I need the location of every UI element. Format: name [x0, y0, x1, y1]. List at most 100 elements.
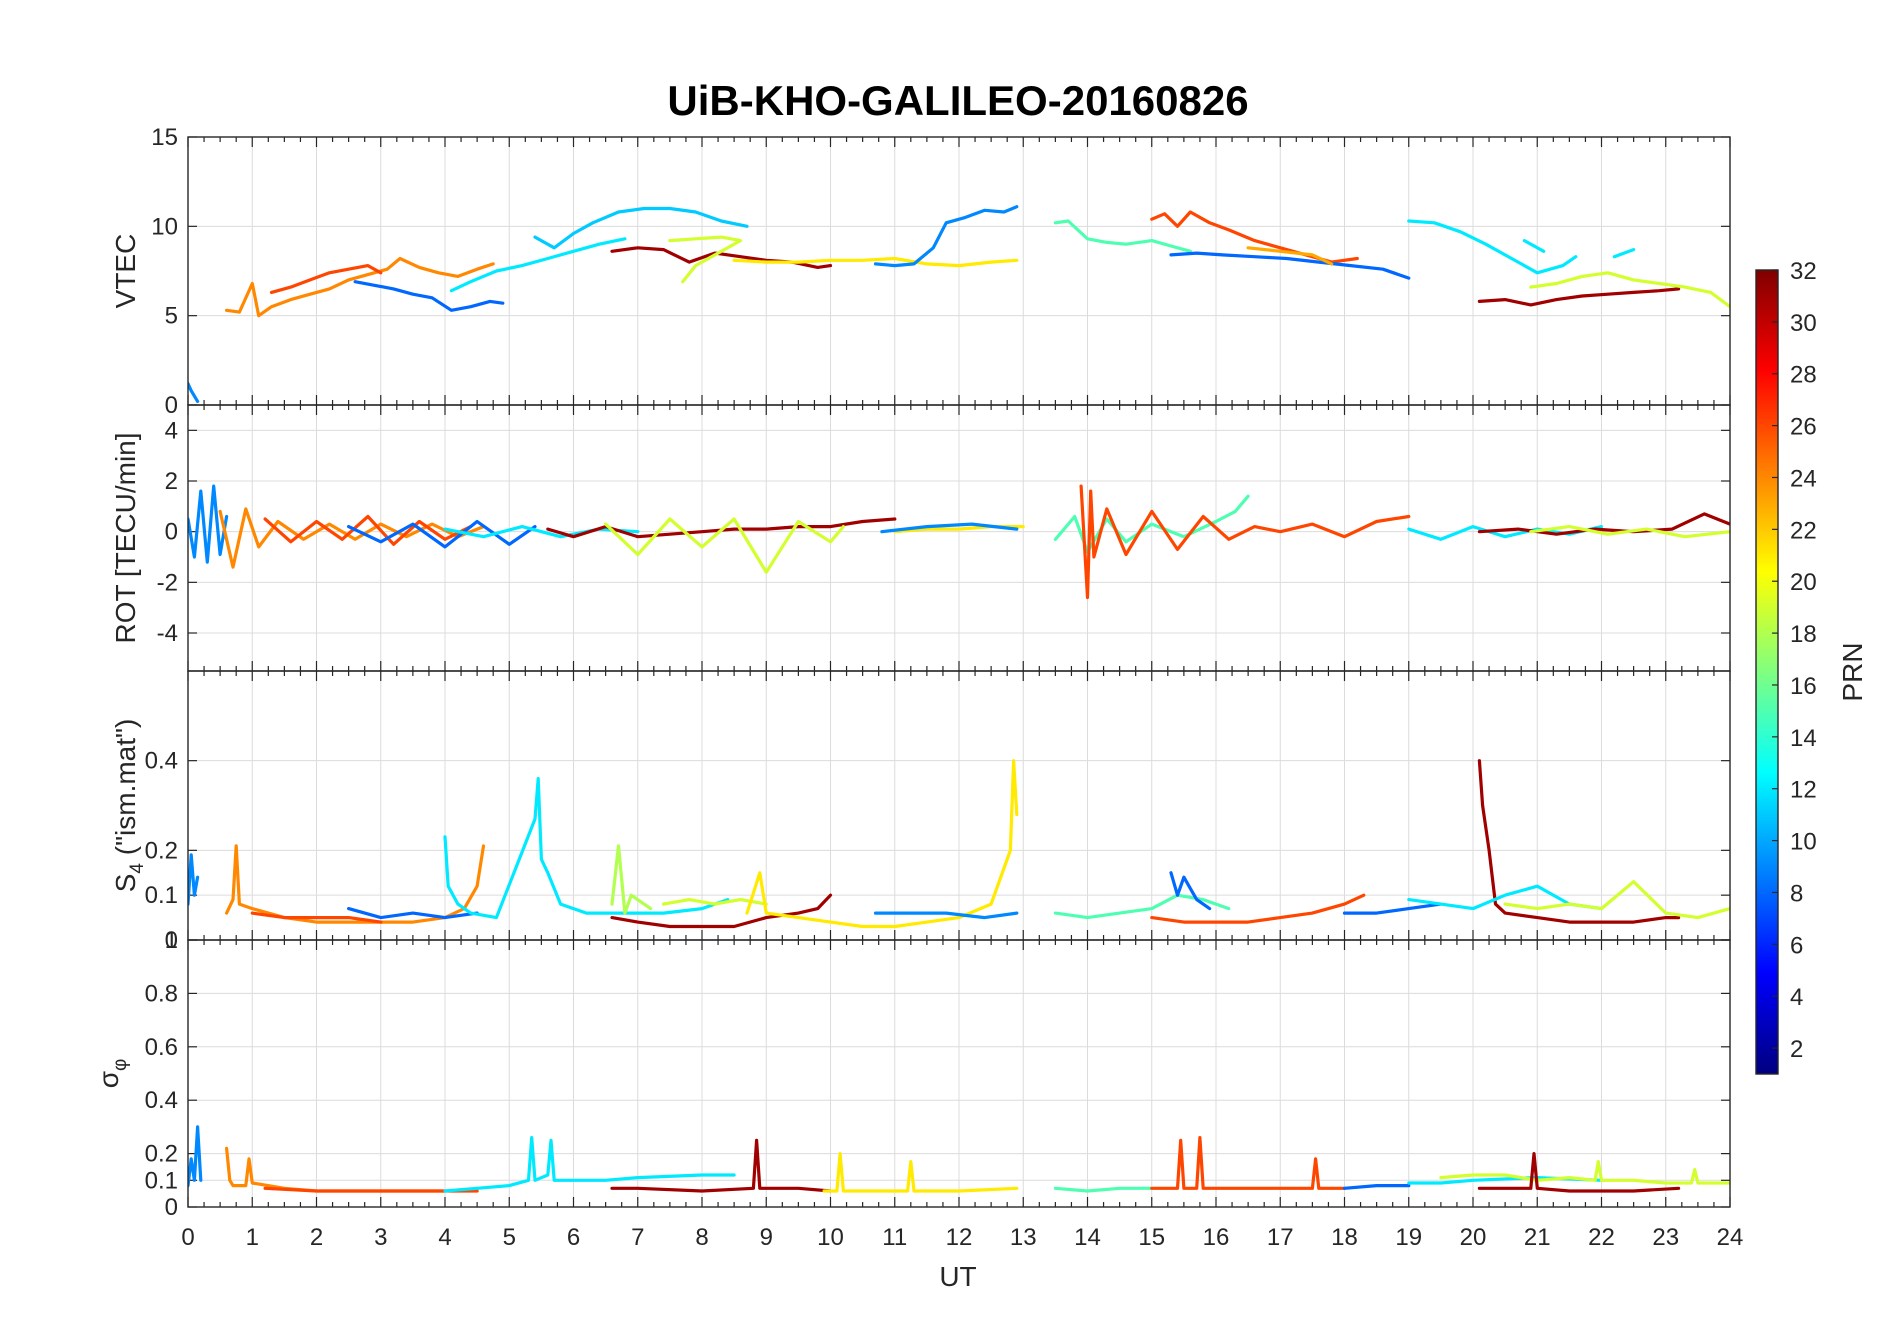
x-tick-label: 12	[946, 1224, 973, 1251]
series-prn-12	[443, 776, 730, 920]
series-prn-12	[1612, 248, 1636, 259]
series-prn-31	[1477, 287, 1681, 307]
y-axis-label: VTEC	[110, 234, 141, 309]
chart-title: UiB-KHO-GALILEO-20160826	[667, 77, 1248, 124]
series-prn-12	[449, 237, 627, 293]
y-axis-label: S4 ("ism.mat")	[110, 719, 148, 893]
series-prn-9	[188, 382, 200, 403]
series-prn-19	[668, 235, 743, 284]
x-tick-label: 1	[246, 1224, 259, 1251]
x-tick-label: 6	[567, 1224, 580, 1251]
x-tick-label: 0	[181, 1224, 194, 1251]
series-prn-21	[822, 1151, 1019, 1193]
y-tick-label: -4	[157, 620, 178, 647]
series-prn-31	[610, 246, 833, 269]
y-tick-label: 0.2	[145, 837, 178, 864]
colorbar-tick-label: 22	[1790, 517, 1817, 544]
x-tick-label: 15	[1138, 1224, 1165, 1251]
colorbar-tick-label: 18	[1790, 621, 1817, 648]
series-prn-24	[218, 507, 486, 569]
colorbar-frame	[1755, 269, 1779, 1075]
y-tick-label: 5	[165, 303, 178, 330]
x-tick-label: 5	[503, 1224, 516, 1251]
colorbar-tick-label: 12	[1790, 777, 1817, 804]
colorbar-tick-label: 8	[1790, 880, 1803, 907]
series-prn-8	[1342, 1183, 1411, 1190]
colorbar-tick-label: 32	[1790, 258, 1817, 285]
y-tick-label: 0.4	[145, 748, 178, 775]
series-prn-26	[1150, 1135, 1347, 1190]
series-prn-8	[347, 519, 537, 549]
y-tick-label: 0.2	[145, 1141, 178, 1168]
series-prn-12	[443, 524, 640, 539]
x-tick-label: 14	[1074, 1224, 1101, 1251]
y-tick-label: 0.1	[145, 882, 178, 909]
x-tick-label: 4	[438, 1224, 451, 1251]
series-prn-26	[263, 514, 473, 546]
series-prn-21	[745, 759, 1019, 929]
series-prn-11	[533, 206, 749, 250]
x-tick-label: 7	[631, 1224, 644, 1251]
series-prn-26	[1150, 893, 1366, 924]
axes-frame	[187, 939, 1731, 1208]
series-prn-8	[1169, 251, 1411, 280]
colorbar-tick-label: 16	[1790, 673, 1817, 700]
x-tick-label: 2	[310, 1224, 323, 1251]
traces-rot	[188, 484, 1730, 600]
x-tick-label: 17	[1267, 1224, 1294, 1251]
x-tick-label: 21	[1524, 1224, 1551, 1251]
series-prn-8	[347, 906, 479, 920]
series-prn-19	[1503, 880, 1730, 920]
x-tick-label: 11	[882, 1224, 907, 1251]
series-prn-15	[1053, 1186, 1154, 1193]
series-prn-8	[353, 280, 505, 312]
series-prn-19	[1529, 524, 1730, 539]
x-tick-label: 22	[1588, 1224, 1615, 1251]
series-prn-31	[546, 517, 897, 539]
series-prn-19	[661, 897, 768, 906]
traces-sigma_phi	[188, 1125, 1730, 1193]
x-tick-label: 10	[817, 1224, 844, 1251]
series-prn-8	[1342, 902, 1443, 915]
y-tick-label: 0	[165, 519, 178, 546]
y-tick-label: 10	[151, 213, 178, 240]
y-tick-label: 2	[165, 468, 178, 495]
series-prn-26	[269, 264, 383, 294]
series-prn-19	[1439, 1159, 1730, 1185]
series-prn-15	[1053, 219, 1192, 253]
series-prn-12	[443, 1135, 736, 1193]
y-axis-label: σφ	[93, 1059, 131, 1089]
series-prn-31	[610, 893, 833, 929]
x-axis-label: UT	[939, 1261, 976, 1292]
colorbar-tick-label: 24	[1790, 465, 1817, 492]
series-prn-9	[873, 911, 1019, 920]
x-tick-label: 13	[1010, 1224, 1037, 1251]
x-tick-label: 3	[374, 1224, 387, 1251]
series-prn-23	[1246, 246, 1334, 266]
series-prn-31	[610, 1138, 833, 1193]
series-prn-12	[1407, 524, 1604, 541]
y-tick-label: 4	[165, 417, 178, 444]
series-prn-26	[250, 911, 383, 924]
series-prn-12	[1522, 239, 1546, 253]
series-prn-24	[225, 844, 486, 924]
series-prn-8	[1169, 871, 1212, 911]
series-prn-19	[1529, 271, 1730, 309]
x-tick-label: 18	[1331, 1224, 1358, 1251]
y-tick-label: 0	[165, 1194, 178, 1221]
colorbar-tick-label: 30	[1790, 310, 1817, 337]
traces-vtec	[188, 205, 1730, 403]
y-tick-label: 15	[151, 124, 178, 151]
panel-s4: 0 0.1 0.2 0.4S4 ("ism.mat")	[110, 670, 1731, 954]
series-prn-9	[188, 853, 200, 906]
x-tick-label: 19	[1395, 1224, 1422, 1251]
x-tick-label: 9	[760, 1224, 773, 1251]
series-prn-9	[188, 1125, 203, 1188]
y-tick-label: 0.6	[145, 1034, 178, 1061]
y-tick-label: 0.1	[145, 1167, 178, 1194]
colorbar-tick-label: 4	[1790, 984, 1803, 1011]
